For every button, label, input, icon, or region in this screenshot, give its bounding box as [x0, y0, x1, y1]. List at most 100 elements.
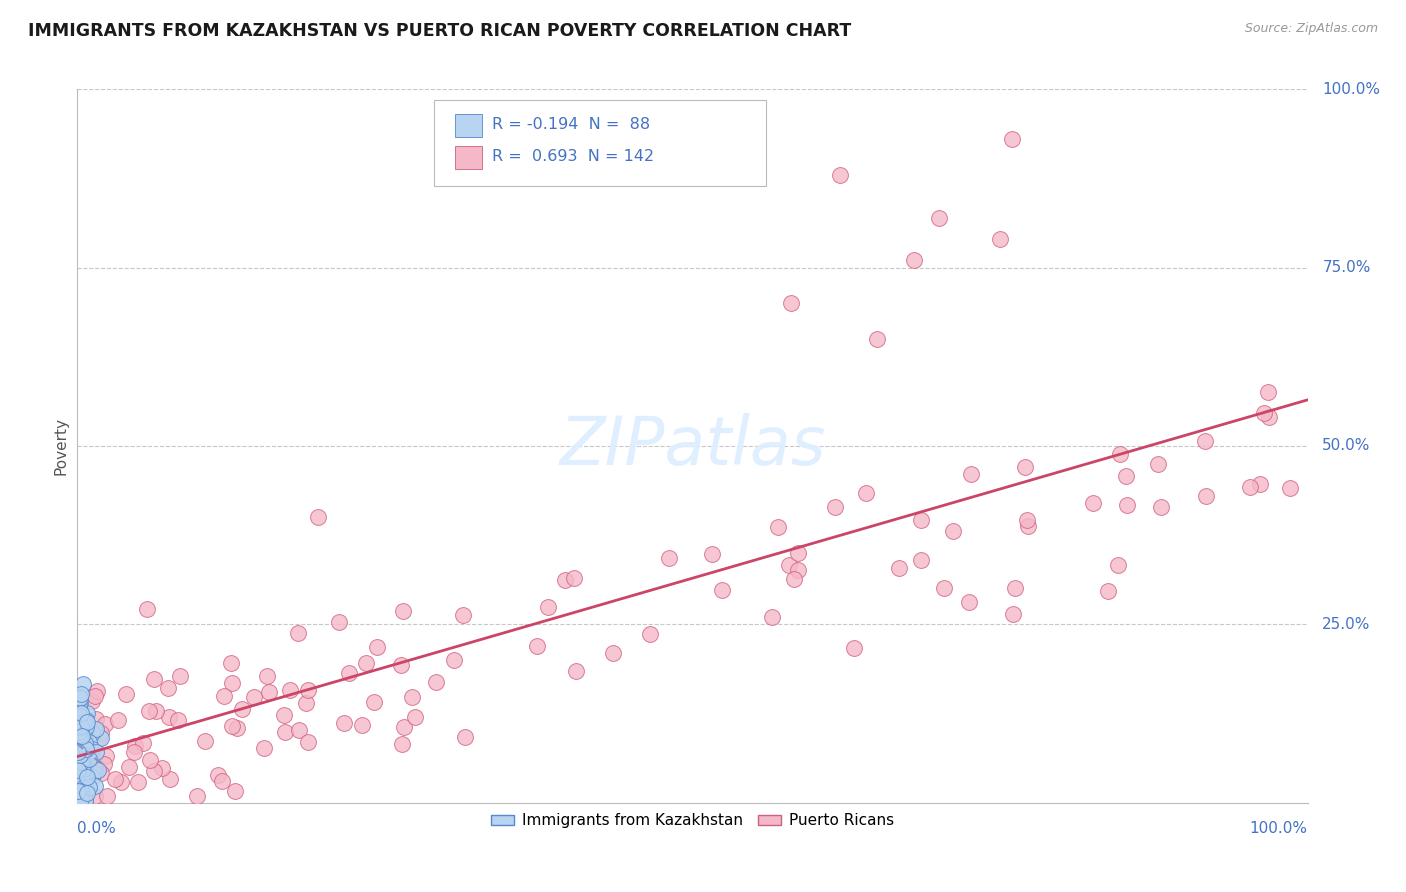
- Point: [778, 558, 800, 572]
- Point: [537, 600, 560, 615]
- Point: [453, 607, 475, 622]
- Point: [86, 684, 108, 698]
- Point: [1004, 581, 1026, 595]
- Point: [278, 683, 301, 698]
- Point: [124, 739, 146, 754]
- Point: [82, 694, 104, 708]
- Point: [69, 726, 91, 740]
- Point: [70, 729, 93, 743]
- Point: [70, 772, 93, 786]
- Point: [90, 765, 112, 780]
- Point: [66, 795, 89, 809]
- Point: [72, 776, 94, 790]
- Point: [70, 756, 93, 770]
- Point: [638, 627, 661, 641]
- Point: [75, 784, 97, 798]
- Point: [73, 759, 96, 773]
- Point: [1097, 583, 1119, 598]
- Point: [761, 610, 783, 624]
- Point: [70, 736, 93, 750]
- Point: [83, 789, 105, 803]
- Point: [1258, 410, 1281, 425]
- Point: [70, 730, 93, 744]
- Point: [70, 746, 93, 760]
- Point: [658, 551, 681, 566]
- Point: [143, 672, 166, 686]
- Point: [454, 730, 477, 744]
- Point: [67, 718, 90, 732]
- Point: [1147, 457, 1170, 471]
- Point: [90, 725, 112, 739]
- Point: [70, 715, 93, 730]
- Point: [932, 581, 955, 595]
- Point: [67, 718, 90, 732]
- Point: [69, 697, 91, 711]
- Point: [73, 750, 96, 764]
- Text: 25.0%: 25.0%: [1323, 617, 1371, 632]
- Point: [83, 765, 105, 780]
- Y-axis label: Poverty: Poverty: [53, 417, 69, 475]
- Point: [66, 754, 89, 768]
- Point: [443, 653, 465, 667]
- Point: [887, 560, 910, 574]
- Point: [1239, 480, 1261, 494]
- Point: [96, 789, 118, 803]
- Point: [72, 677, 94, 691]
- Point: [1253, 406, 1275, 420]
- Point: [142, 764, 165, 778]
- Point: [273, 707, 295, 722]
- Point: [602, 646, 624, 660]
- Point: [257, 685, 280, 699]
- Point: [328, 615, 350, 629]
- Text: 50.0%: 50.0%: [1323, 439, 1371, 453]
- Point: [855, 486, 877, 500]
- Point: [1195, 489, 1218, 503]
- Point: [70, 751, 93, 765]
- Point: [780, 296, 803, 310]
- Point: [77, 735, 100, 749]
- Point: [562, 571, 585, 585]
- Point: [711, 582, 734, 597]
- Text: Source: ZipAtlas.com: Source: ZipAtlas.com: [1244, 22, 1378, 36]
- Point: [287, 723, 309, 738]
- Point: [67, 739, 90, 754]
- Point: [910, 513, 932, 527]
- Point: [354, 656, 377, 670]
- Point: [75, 720, 97, 734]
- Point: [72, 714, 94, 728]
- Point: [1017, 519, 1039, 533]
- Point: [337, 666, 360, 681]
- Point: [221, 719, 243, 733]
- Point: [75, 718, 97, 732]
- Point: [76, 786, 98, 800]
- Point: [66, 720, 89, 734]
- Point: [226, 721, 249, 735]
- Point: [1257, 385, 1279, 400]
- Point: [80, 770, 103, 784]
- Text: R = -0.194  N =  88: R = -0.194 N = 88: [492, 117, 650, 132]
- Point: [212, 689, 235, 703]
- Point: [76, 722, 98, 736]
- FancyBboxPatch shape: [434, 100, 766, 186]
- Point: [957, 595, 980, 609]
- Point: [67, 765, 90, 780]
- Point: [70, 732, 93, 747]
- Point: [75, 793, 97, 807]
- Point: [70, 785, 93, 799]
- Point: [1150, 500, 1173, 515]
- Point: [69, 690, 91, 705]
- Point: [830, 168, 852, 182]
- Point: [94, 748, 117, 763]
- Point: [70, 687, 93, 701]
- Text: 100.0%: 100.0%: [1323, 82, 1381, 96]
- Point: [565, 664, 588, 678]
- Point: [350, 718, 373, 732]
- Point: [70, 754, 93, 768]
- Point: [76, 770, 98, 784]
- Point: [526, 639, 548, 653]
- Point: [787, 563, 810, 577]
- Point: [219, 656, 242, 670]
- Point: [69, 691, 91, 706]
- Point: [70, 784, 93, 798]
- Point: [824, 500, 846, 514]
